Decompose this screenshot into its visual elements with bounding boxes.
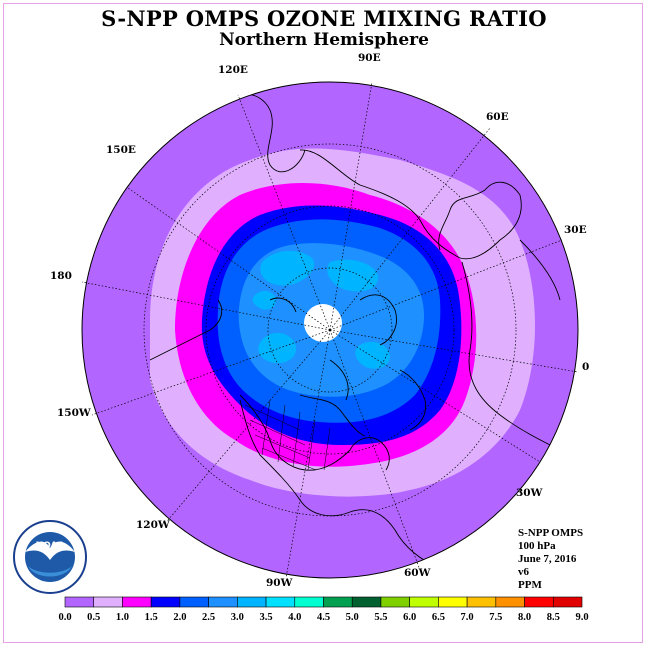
colorbar-swatch	[208, 596, 238, 608]
colorbar-tick-label: 0.0	[58, 612, 71, 623]
colorbar-tick-label: 8.0	[518, 612, 531, 623]
info-level: 100 hPa	[518, 540, 556, 552]
colorbar-tick-label: 6.0	[403, 612, 416, 623]
colorbar-tick-label: 9.0	[575, 612, 588, 623]
noaa-logo-text: NOAA	[36, 541, 65, 551]
colorbar-swatch	[524, 596, 554, 608]
pole-hole	[304, 304, 342, 342]
lon-180: 180	[50, 270, 72, 282]
colorbar-swatch	[438, 596, 468, 608]
colorbar-swatch	[294, 596, 324, 608]
colorbar-tick-label: 7.5	[489, 612, 502, 623]
colorbar-swatch	[93, 596, 123, 608]
lon-30e: 30E	[564, 224, 587, 236]
colorbar-tick-label: 3.5	[259, 612, 272, 623]
meridians	[81, 81, 579, 579]
info-version: v6	[518, 566, 529, 578]
colorbar-swatch	[552, 596, 583, 608]
us-states	[244, 399, 331, 471]
lon-60e: 60E	[486, 111, 509, 123]
colorbar-tick-label: 1.0	[116, 612, 129, 623]
colorbar-tick-label: 0.5	[87, 612, 100, 623]
colorbar-swatch	[351, 596, 382, 608]
page-frame	[3, 3, 643, 643]
map-title: S-NPP OMPS OZONE MIXING RATIO	[101, 6, 547, 31]
lon-90w: 90W	[266, 577, 293, 589]
colorbar-tick-label: 5.5	[374, 612, 387, 623]
info-date: June 7, 2016	[518, 553, 577, 565]
colorbar-tick-label: 2.5	[202, 612, 215, 623]
colorbar: 0.0 0.5 1.0 1.5 2.0 2.5 3.0 3.5 4.0 4.5 5.0 5.5 6.0 6…	[58, 596, 589, 623]
colorbar-swatch	[466, 596, 497, 608]
lon-60w: 60W	[404, 567, 431, 579]
colorbar-swatch	[265, 596, 296, 608]
contour-3.0e	[252, 290, 276, 310]
colorbar-swatch	[409, 596, 439, 608]
colorbar-tick-label: 4.5	[317, 612, 330, 623]
colorbar-swatch	[237, 596, 267, 608]
lon-120w: 120W	[136, 519, 170, 531]
colorbar-swatch	[64, 596, 95, 608]
info-instrument: S-NPP OMPS	[518, 527, 584, 539]
colorbar-tick-label: 5.0	[346, 612, 359, 623]
latitude-circles	[143, 143, 517, 517]
lon-90e: 90E	[358, 52, 381, 64]
lon-150w: 150W	[57, 407, 91, 419]
colorbar-swatch	[122, 596, 152, 608]
colorbar-tick-label: 2.0	[173, 612, 186, 623]
lon-150e: 150E	[106, 144, 136, 156]
colorbar-tick-label: 3.0	[231, 612, 244, 623]
info-units: PPM	[518, 579, 542, 591]
colorbar-swatch	[179, 596, 209, 608]
colorbar-tick-label: 6.5	[432, 612, 445, 623]
contour-3.0a	[260, 250, 315, 286]
contour-3.0b	[327, 259, 379, 292]
lon-30w: 30W	[516, 487, 543, 499]
colorbar-swatch	[495, 596, 525, 608]
longitude-labels: 90E 120E 60E 150E 30E 180 0 150W 30W 120…	[50, 52, 589, 589]
colorbar-tick-label: 7.0	[461, 612, 474, 623]
colorbar-swatch	[150, 596, 181, 608]
colorbar-tick-label: 4.0	[288, 612, 301, 623]
lon-120e: 120E	[218, 64, 248, 76]
coastlines	[149, 93, 561, 569]
colorbar-swatch	[323, 596, 353, 608]
colorbar-tick-label: 8.5	[547, 612, 560, 623]
map-subtitle: Northern Hemisphere	[219, 30, 429, 50]
noaa-logo: NOAA	[13, 520, 87, 594]
contour-3.0c	[258, 332, 297, 364]
colorbar-swatch	[380, 596, 410, 608]
colorbar-tick-label: 1.5	[145, 612, 158, 623]
lon-0: 0	[582, 361, 589, 373]
